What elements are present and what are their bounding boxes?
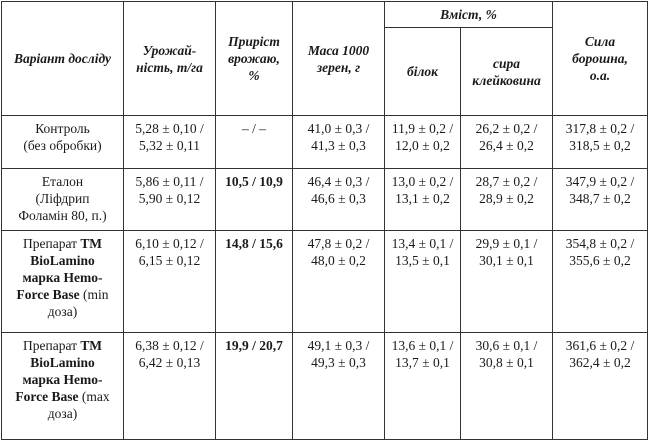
header-cell: Маса 1000 зерен, г (292, 1, 385, 116)
value-cell: 26,2 ± 0,2 / 26,4 ± 0,2 (460, 115, 553, 169)
table-row: Еталон (Ліфдрип Фоламін 80, п.) 5,86 ± 0,… (1, 168, 648, 231)
variant-text: (max доза) (47, 389, 110, 421)
header-cell: білок (384, 27, 461, 116)
variant-cell: Препарат ТМ BioLamino марка Hemo- Force … (1, 230, 124, 333)
value-cell: 10,5 / 10,9 (215, 168, 293, 231)
variant-text: ТМ BioLamino марка Hemo- Force Base (15, 338, 103, 404)
value-cell: 13,0 ± 0,2 / 13,1 ± 0,2 (384, 168, 461, 231)
value-cell: 19,9 / 20,7 (215, 332, 293, 440)
value-cell: 5,86 ± 0,11 / 5,90 ± 0,12 (123, 168, 216, 231)
table-row: Контроль (без обробки) 5,28 ± 0,10 / 5,32… (1, 115, 648, 169)
header-cell: Сила борошна, о.а. (552, 1, 648, 116)
header-cell: Урожай- ність, т/га (123, 1, 216, 116)
value-cell: 6,10 ± 0,12 / 6,15 ± 0,12 (123, 230, 216, 333)
header-cell: Варіант досліду (1, 1, 124, 116)
table-row: Препарат ТМ BioLamino марка Hemo- Force … (1, 332, 648, 440)
value-cell: 47,8 ± 0,2 / 48,0 ± 0,2 (292, 230, 385, 333)
variant-text: Препарат (23, 338, 81, 353)
value-cell: – / – (215, 115, 293, 169)
value-cell: 6,38 ± 0,12 / 6,42 ± 0,13 (123, 332, 216, 440)
variant-text: ТМ BioLamino марка Hemo- Force Base (16, 236, 103, 302)
value-cell: 41,0 ± 0,3 / 41,3 ± 0,3 (292, 115, 385, 169)
variant-cell: Еталон (Ліфдрип Фоламін 80, п.) (1, 168, 124, 231)
variant-text: (min доза) (47, 287, 109, 319)
value-cell: 354,8 ± 0,2 / 355,6 ± 0,2 (552, 230, 648, 333)
value-cell: 46,4 ± 0,3 / 46,6 ± 0,3 (292, 168, 385, 231)
value-cell: 49,1 ± 0,3 / 49,3 ± 0,3 (292, 332, 385, 440)
variant-text: Препарат (23, 236, 81, 251)
value-cell: 13,6 ± 0,1 / 13,7 ± 0,1 (384, 332, 461, 440)
header-cell: Приріст врожаю, % (215, 1, 293, 116)
value-cell: 13,4 ± 0,1 / 13,5 ± 0,1 (384, 230, 461, 333)
value-cell: 361,6 ± 0,2 / 362,4 ± 0,2 (552, 332, 648, 440)
value-cell: 11,9 ± 0,2 / 12,0 ± 0,2 (384, 115, 461, 169)
value-cell: 347,9 ± 0,2 / 348,7 ± 0,2 (552, 168, 648, 231)
table-row: Препарат ТМ BioLamino марка Hemo- Force … (1, 230, 648, 333)
value-cell: 14,8 / 15,6 (215, 230, 293, 333)
header-cell: сира клейковина (460, 27, 553, 116)
value-cell: 5,28 ± 0,10 / 5,32 ± 0,11 (123, 115, 216, 169)
header-cell: Вміст, % (384, 1, 553, 28)
variant-cell: Контроль (без обробки) (1, 115, 124, 169)
value-cell: 28,7 ± 0,2 / 28,9 ± 0,2 (460, 168, 553, 231)
value-cell: 30,6 ± 0,1 / 30,8 ± 0,1 (460, 332, 553, 440)
variant-cell: Препарат ТМ BioLamino марка Hemo- Force … (1, 332, 124, 440)
value-cell: 317,8 ± 0,2 / 318,5 ± 0,2 (552, 115, 648, 169)
table-body: Контроль (без обробки) 5,28 ± 0,10 / 5,32… (1, 115, 648, 440)
value-cell: 29,9 ± 0,1 / 30,1 ± 0,1 (460, 230, 553, 333)
